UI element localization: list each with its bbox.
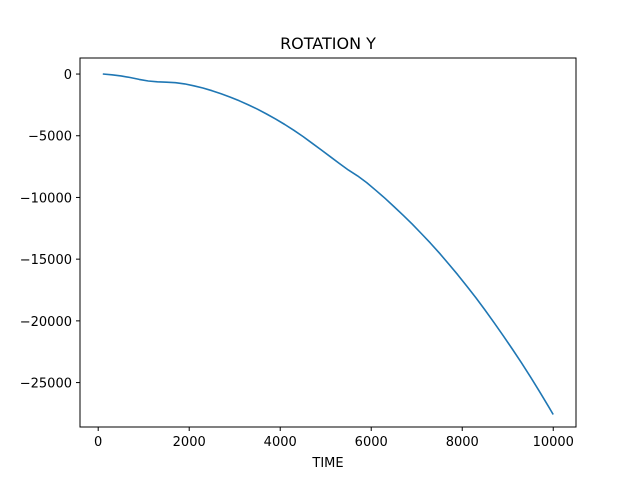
y-axis: 0 −5000 −10000 −15000 −20000 −25000	[20, 68, 80, 392]
x-tick-label: 4000	[264, 435, 297, 450]
plot-frame	[79, 57, 577, 428]
series-line	[102, 73, 554, 415]
chart-title: ROTATION Y	[280, 34, 376, 53]
y-tick-label: −20000	[20, 315, 72, 330]
x-tick-label: 10000	[533, 435, 574, 450]
plot-area	[102, 73, 554, 415]
y-tick-label: −10000	[20, 191, 72, 206]
y-tick-label: −25000	[20, 377, 72, 392]
x-tick-label: 8000	[446, 435, 479, 450]
y-tick-label: −5000	[28, 130, 72, 145]
x-axis: 0 2000 4000 6000 8000 10000	[94, 427, 574, 450]
x-axis-title: TIME	[311, 456, 343, 471]
y-tick-label: 0	[64, 68, 72, 83]
y-tick-label: −15000	[20, 253, 72, 268]
x-tick-label: 2000	[173, 435, 206, 450]
x-tick-label: 6000	[355, 435, 388, 450]
x-tick-label: 0	[94, 435, 102, 450]
